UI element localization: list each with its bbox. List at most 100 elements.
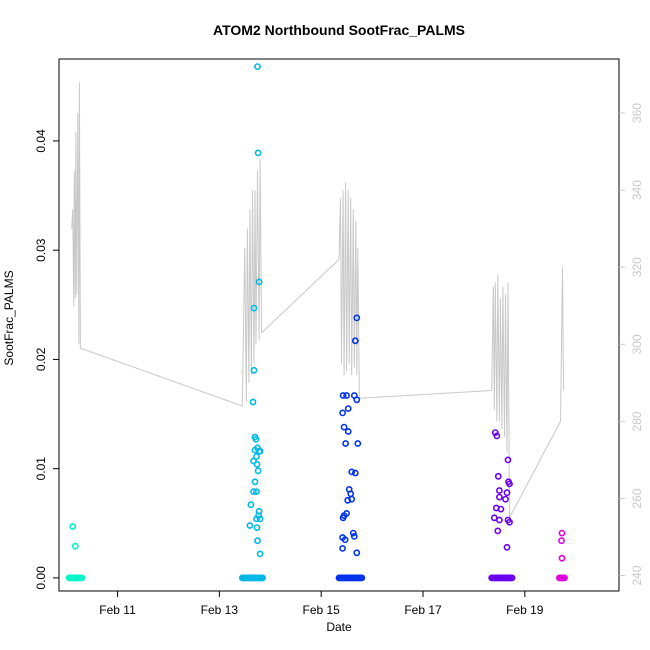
point-g4-16 xyxy=(494,527,502,535)
x-tick-label-2: Feb 15 xyxy=(303,603,341,617)
point-g2-11 xyxy=(256,447,264,455)
point-g2-16 xyxy=(251,478,259,486)
point-g4-11 xyxy=(497,505,505,513)
point-g3-16 xyxy=(344,496,352,504)
point-g2-22 xyxy=(256,515,264,523)
y2-tick-label-4: 320 xyxy=(630,257,644,277)
point-g4-1 xyxy=(493,432,501,440)
point-g2-27 xyxy=(256,550,264,558)
point-zero-g5-6 xyxy=(561,574,568,582)
y2-tick-label-1: 260 xyxy=(630,488,644,508)
point-g2-14 xyxy=(253,460,261,468)
point-g3-10 xyxy=(342,440,349,447)
chart-title: ATOM2 Northbound SootFrac_PALMS xyxy=(213,22,465,38)
point-g3-26 xyxy=(353,549,361,557)
point-g3-17 xyxy=(348,495,356,503)
y2-tick-label-0: 240 xyxy=(630,565,644,585)
point-g2-1 xyxy=(254,149,262,157)
y2-tick-label-6: 360 xyxy=(630,103,644,123)
point-g2-15 xyxy=(254,467,262,475)
point-g3-3 xyxy=(343,392,350,399)
y-tick-label-3: 0.03 xyxy=(34,238,48,262)
point-g1-0 xyxy=(69,523,77,530)
y-tick-label-2: 0.02 xyxy=(34,347,48,371)
point-g5-2 xyxy=(558,554,566,562)
point-g3-20 xyxy=(339,514,347,522)
point-g4-8 xyxy=(495,493,503,501)
point-g2-3 xyxy=(250,304,258,312)
point-g2-7 xyxy=(252,435,260,443)
points-layer xyxy=(65,63,568,582)
point-g4-9 xyxy=(502,495,509,503)
point-g2-24 xyxy=(246,522,254,529)
line-segment-4 xyxy=(338,182,360,399)
line-segment-5 xyxy=(359,390,492,399)
line-segment-1 xyxy=(80,347,243,407)
y2-tick-label-2: 280 xyxy=(630,411,644,431)
line-segment-8 xyxy=(560,267,564,422)
point-g3-21 xyxy=(349,529,357,537)
y2-tick-label-5: 340 xyxy=(630,180,644,200)
point-g5-1 xyxy=(558,537,565,545)
line-segment-3 xyxy=(261,259,340,334)
point-g3-7 xyxy=(339,409,346,417)
point-g3-5 xyxy=(353,396,361,404)
point-g4-7 xyxy=(503,489,511,497)
point-g4-2 xyxy=(504,456,512,464)
y-tick-label-0: 0.00 xyxy=(34,566,48,590)
point-zero-g1-15 xyxy=(78,574,86,582)
point-g2-20 xyxy=(255,507,263,515)
point-g3-8 xyxy=(340,423,348,431)
y-tick-label-1: 0.01 xyxy=(34,457,48,481)
point-g2-25 xyxy=(253,524,261,531)
y2-axis: 240 260 280 300 320 340 360 xyxy=(619,103,644,586)
point-g2-23 xyxy=(253,515,260,523)
line-segment-0 xyxy=(71,82,81,349)
point-g2-13 xyxy=(250,457,257,465)
point-g2-4 xyxy=(250,366,258,374)
point-g1-1 xyxy=(71,542,79,550)
point-g4-0 xyxy=(491,429,499,436)
x-tick-label-4: Feb 19 xyxy=(506,603,544,617)
x-axis: Feb 11 Feb 13 Feb 15 Feb 17 Feb 19 xyxy=(99,591,544,617)
point-zero-g4-24 xyxy=(508,574,516,582)
point-g3-6 xyxy=(344,405,352,412)
point-g4-3 xyxy=(494,472,502,480)
point-g3-24 xyxy=(341,536,349,544)
y-tick-label-4: 0.04 xyxy=(34,129,48,153)
point-g5-0 xyxy=(558,529,566,537)
point-g2-19 xyxy=(247,501,255,509)
point-g2-12 xyxy=(253,453,260,460)
point-zero-g2-24 xyxy=(259,574,266,582)
y-axis-label: SootFrac_PALMS xyxy=(2,270,16,365)
point-zero-g3-27 xyxy=(358,574,366,582)
line-series xyxy=(71,82,564,519)
point-g3-9 xyxy=(344,428,352,435)
point-g3-11 xyxy=(354,440,362,447)
point-g3-22 xyxy=(350,533,358,540)
plot-frame xyxy=(58,58,620,592)
x-tick-label-0: Feb 11 xyxy=(99,603,136,617)
x-tick-label-3: Feb 17 xyxy=(404,603,442,617)
point-g2-2 xyxy=(255,278,263,286)
x-tick-label-1: Feb 13 xyxy=(201,603,239,617)
point-g2-5 xyxy=(249,398,257,406)
point-g2-26 xyxy=(254,537,261,545)
point-g3-0 xyxy=(353,314,361,322)
y-axis: 0.00 0.01 0.02 0.03 0.04 xyxy=(34,129,59,590)
point-g3-12 xyxy=(348,468,356,476)
point-g4-13 xyxy=(495,516,503,524)
point-g2-17 xyxy=(253,488,260,495)
x-axis-label: Date xyxy=(326,620,352,634)
line-segment-6 xyxy=(491,274,510,518)
point-g3-25 xyxy=(339,545,346,552)
point-g4-15 xyxy=(506,518,513,526)
y2-tick-label-3: 300 xyxy=(630,334,644,354)
point-g4-17 xyxy=(503,543,511,551)
point-g4-6 xyxy=(495,487,503,494)
line-segment-7 xyxy=(509,421,561,519)
point-g2-18 xyxy=(250,488,257,495)
point-g4-5 xyxy=(506,480,513,488)
point-g3-13 xyxy=(351,469,359,477)
